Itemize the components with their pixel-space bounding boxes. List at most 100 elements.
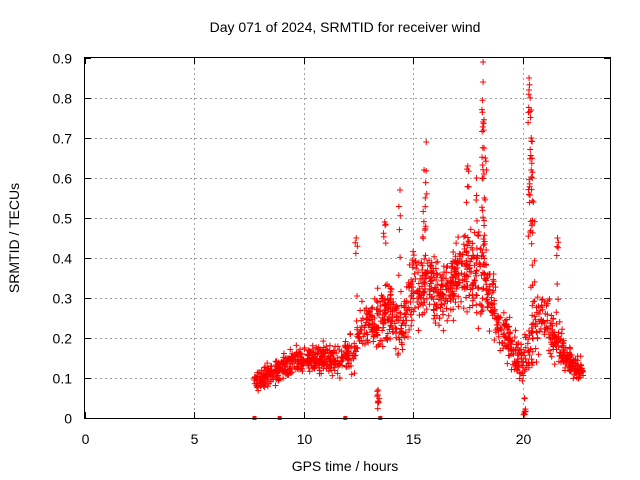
data-point: [407, 299, 414, 306]
data-point: [430, 265, 437, 272]
data-point: [462, 232, 469, 239]
data-point: [274, 365, 281, 372]
data-point: [321, 357, 328, 364]
y-tick-label: 0.4: [53, 251, 73, 267]
data-point: [295, 357, 302, 364]
data-point: [423, 295, 430, 302]
y-tick-label: 0.5: [53, 211, 73, 227]
data-point: [566, 353, 573, 360]
data-point: [526, 81, 533, 88]
data-point: [261, 373, 268, 380]
data-point: [383, 335, 390, 342]
y-axis-label: SRMTID / TECUs: [6, 183, 22, 293]
x-tick-label: 10: [297, 431, 313, 447]
data-point: [388, 301, 395, 308]
data-point: [529, 282, 536, 289]
data-point: [461, 273, 468, 280]
data-point: [430, 306, 437, 313]
data-point: [480, 214, 487, 221]
data-point: [560, 357, 567, 364]
data-point: [386, 326, 393, 333]
data-point: [352, 239, 359, 246]
data-point: [387, 322, 394, 329]
data-point: [566, 363, 573, 370]
data-point: [287, 365, 294, 372]
data-point: [304, 352, 311, 359]
data-points: [251, 59, 587, 418]
data-point: [528, 240, 535, 247]
data-point: [393, 305, 400, 312]
data-point: [326, 342, 333, 349]
data-point: [369, 304, 376, 311]
data-point: [547, 334, 554, 341]
data-point: [351, 340, 358, 347]
data-point: [518, 362, 525, 369]
data-point: [530, 335, 537, 342]
data-point: [530, 298, 537, 305]
data-point: [483, 166, 490, 173]
data-point: [319, 348, 326, 355]
data-point: [526, 75, 533, 81]
data-point: [495, 315, 502, 322]
data-point: [439, 290, 446, 297]
data-point: [384, 330, 391, 337]
data-point: [531, 218, 538, 225]
data-point: [473, 301, 480, 308]
y-tick-label: 0.3: [53, 291, 73, 307]
data-point: [312, 351, 319, 358]
data-point: [515, 350, 522, 357]
data-point: [293, 363, 300, 370]
data-point: [419, 311, 426, 318]
data-point: [490, 278, 497, 285]
data-point: [408, 322, 415, 329]
data-point: [267, 367, 274, 374]
data-point: [518, 341, 525, 348]
data-point: [479, 97, 486, 104]
data-point: [534, 334, 541, 341]
data-point: [415, 280, 422, 287]
data-point: [397, 314, 404, 321]
data-point: [291, 351, 298, 358]
data-point: [488, 299, 495, 306]
data-point: [251, 374, 258, 381]
data-point: [473, 309, 480, 316]
data-point: [477, 263, 484, 270]
data-point: [352, 250, 359, 257]
data-point: [262, 381, 269, 388]
data-point: [417, 275, 424, 282]
data-point: [376, 395, 383, 402]
data-point: [418, 260, 425, 267]
data-point: [422, 194, 429, 201]
data-point: [279, 367, 286, 374]
data-point: [463, 257, 470, 264]
data-point: [508, 346, 515, 353]
data-point: [353, 344, 360, 351]
data-point: [529, 229, 536, 236]
data-point: [368, 326, 375, 333]
data-point: [529, 312, 536, 319]
data-point: [433, 276, 440, 283]
data-point: [353, 235, 360, 241]
data-point: [431, 284, 438, 291]
data-point: [402, 329, 409, 336]
data-point: [559, 326, 566, 333]
data-point: [505, 329, 512, 336]
data-point: [347, 331, 354, 338]
data-point: [331, 367, 338, 374]
data-point: [438, 282, 445, 289]
data-point: [465, 238, 472, 245]
data-point: [375, 399, 382, 406]
data-point: [426, 275, 433, 282]
data-point: [541, 325, 548, 332]
data-point: [464, 308, 471, 315]
data-point: [497, 324, 504, 331]
data-point: [447, 306, 454, 313]
data-point: [421, 227, 428, 234]
data-point: [480, 252, 487, 259]
data-point: [387, 285, 394, 292]
data-point: [374, 332, 381, 339]
data-point: [479, 154, 486, 161]
data-point: [460, 233, 467, 240]
data-point: [490, 287, 497, 294]
data-point: [325, 368, 332, 375]
